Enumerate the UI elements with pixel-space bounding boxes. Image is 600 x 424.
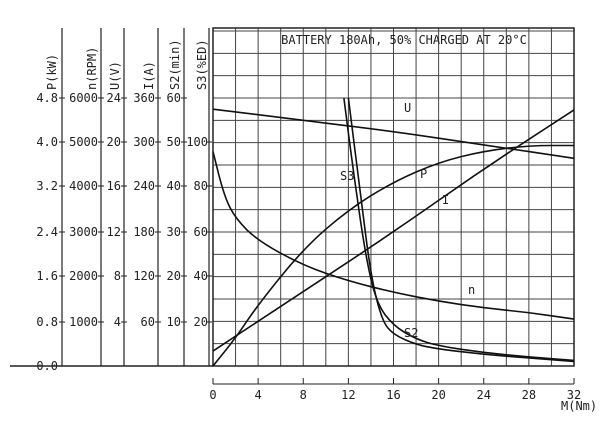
left-tick-label: 40 (167, 179, 181, 193)
x-tick-label: 32 (567, 388, 581, 402)
series-line-n (212, 151, 575, 320)
left-tick-label: 80 (194, 179, 208, 193)
x-tick-label: 28 (522, 388, 536, 402)
left-tick-label: 100 (186, 135, 208, 149)
left-axis-title: P(kW) (45, 54, 59, 90)
left-tick-label: 180 (133, 225, 155, 239)
series-line-u (212, 108, 575, 160)
series-line-s2 (347, 97, 575, 363)
left-tick-label: 20 (107, 135, 121, 149)
series-label-i: I (442, 193, 449, 207)
series-label-s3: S3 (340, 169, 354, 183)
chart-title: BATTERY 180Ah, 50% CHARGED AT 20°C (281, 33, 527, 47)
left-tick-label: 16 (107, 179, 121, 193)
left-tick-label: 3.2 (36, 179, 58, 193)
axes (10, 27, 575, 385)
left-tick-label: 1000 (69, 315, 98, 329)
series-label-s2: S2 (404, 326, 418, 340)
left-tick-label: 60 (167, 91, 181, 105)
left-tick-label: 20 (194, 315, 208, 329)
left-tick-label: 24 (107, 91, 121, 105)
left-tick-label: 60 (194, 225, 208, 239)
left-tick-label: 4.0 (36, 135, 58, 149)
x-tick-label: 8 (300, 388, 307, 402)
left-tick-label: 4000 (69, 179, 98, 193)
series-lines (212, 97, 575, 367)
left-tick-label: 240 (133, 179, 155, 193)
left-tick-label: 0.8 (36, 315, 58, 329)
left-tick-label: 120 (133, 269, 155, 283)
left-tick-label: 50 (167, 135, 181, 149)
left-tick-label: 30 (167, 225, 181, 239)
left-tick-label: 2000 (69, 269, 98, 283)
left-tick-label: 6000 (69, 91, 98, 105)
left-tick-label: 0.0 (36, 359, 58, 373)
left-tick-label: 8 (114, 269, 121, 283)
x-axis-label: M(Nm) (561, 399, 597, 413)
x-tick-label: 20 (431, 388, 445, 402)
x-tick-label: 12 (341, 388, 355, 402)
left-tick-label: 300 (133, 135, 155, 149)
left-tick-label: 3000 (69, 225, 98, 239)
left-tick-label: 60 (141, 315, 155, 329)
left-tick-label: 4 (114, 315, 121, 329)
left-tick-label: 40 (194, 269, 208, 283)
x-tick-label: 0 (209, 388, 216, 402)
left-axis-title: U(V) (108, 61, 122, 90)
left-axis-title: I(A) (142, 61, 156, 90)
x-tick-label: 24 (477, 388, 491, 402)
tick-labels: 0 4 8 12 16 20 24 28 32 P(kW)4.8 4.0 3.2 2.4 1.6 0.8 0.… (36, 39, 581, 401)
left-tick-label: 5000 (69, 135, 98, 149)
left-tick-label: 4.8 (36, 91, 58, 105)
left-tick-label: 1.6 (36, 269, 58, 283)
plot-frame (212, 27, 575, 367)
series-label-u: U (404, 101, 411, 115)
x-tick-label: 4 (255, 388, 262, 402)
left-axis-title: S3(%ED) (195, 39, 209, 90)
series-line-i (212, 109, 575, 352)
series-label-p: P (420, 167, 427, 181)
series-line-s3 (343, 97, 575, 362)
left-tick-label: 10 (167, 315, 181, 329)
series-label-n: n (468, 283, 475, 297)
x-tick-label: 16 (386, 388, 400, 402)
left-axis-title: S2(min) (168, 39, 182, 90)
left-tick-label: 2.4 (36, 225, 58, 239)
left-axis-title: n(RPM) (85, 47, 99, 90)
left-tick-label: 20 (167, 269, 181, 283)
left-tick-label: 360 (133, 91, 155, 105)
series-labels: U P In S2 S3 (340, 101, 475, 340)
left-tick-label: 12 (107, 225, 121, 239)
